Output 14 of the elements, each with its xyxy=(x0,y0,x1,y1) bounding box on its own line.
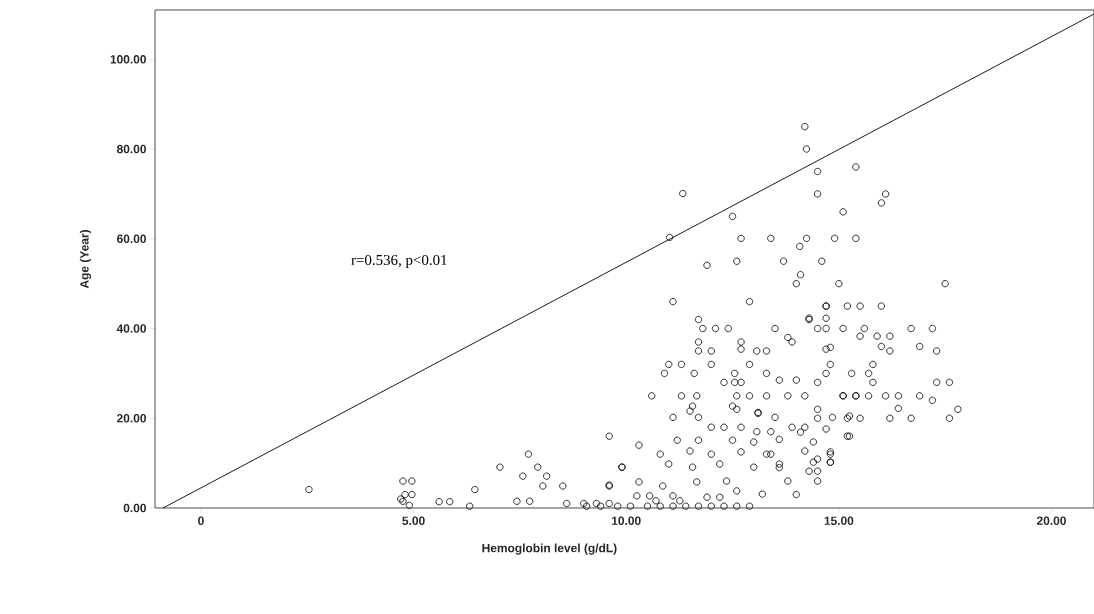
x-tick-label: 20.00 xyxy=(1036,516,1066,525)
y-tick-label: 60.00 xyxy=(117,234,146,244)
y-axis-title: Age (Year) xyxy=(79,230,92,289)
y-tick-label: 20.00 xyxy=(116,414,146,423)
x-tick-label: 15.00 xyxy=(824,516,854,525)
annotation: r=0.536, p<0.01 xyxy=(351,254,447,269)
x-axis-title: Hemoglobin level (g/dL) xyxy=(482,543,617,555)
x-tick-label: 5.00 xyxy=(402,516,425,525)
y-tick-label: 80.00 xyxy=(116,144,146,154)
y-tick-label: 40.00 xyxy=(116,324,146,333)
x-tick-label: 0 xyxy=(198,516,204,525)
y-tick-label: 0.00 xyxy=(123,503,146,513)
y-tick-label: 100.00 xyxy=(110,55,146,64)
x-tick-label: 10.00 xyxy=(612,516,641,525)
